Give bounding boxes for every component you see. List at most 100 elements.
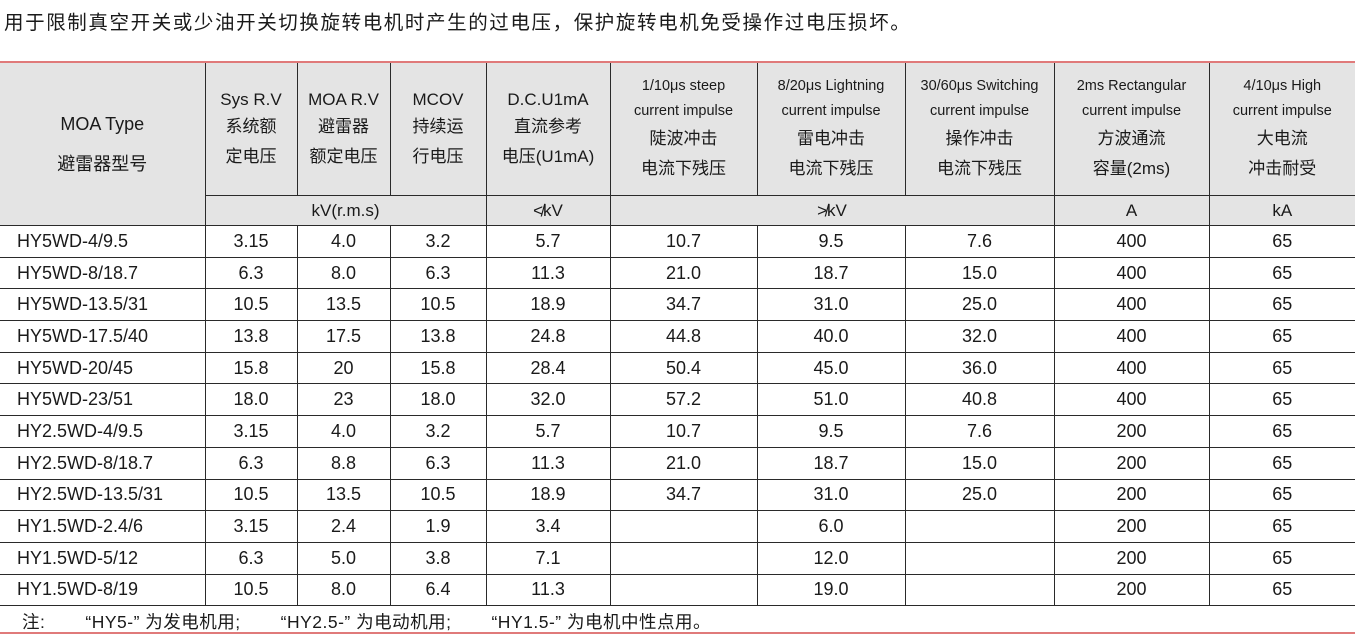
bottom-accent-line (0, 632, 1355, 634)
header-sys-rv: Sys R.V 系统额 定电压 (204, 63, 298, 196)
table-cell: 1.9 (389, 510, 487, 543)
table-cell (609, 510, 758, 543)
table-cell: 200 (1053, 573, 1210, 607)
cell-model: HY5WD-8/18.7 (0, 256, 206, 290)
table-cell: 200 (1053, 446, 1210, 480)
table-cell: 21.0 (609, 446, 758, 480)
table-cell: 13.5 (296, 288, 391, 322)
table-cell: 10.7 (609, 415, 758, 448)
table-cell: 18.7 (756, 256, 906, 290)
table-cell: 200 (1053, 541, 1210, 575)
top-accent-line (0, 61, 1355, 63)
table-row: HY1.5WD-5/12 6.3 5.0 3.8 7.1 12.0 200 65 (0, 541, 1355, 575)
table-cell: 6.3 (389, 446, 487, 480)
table-cell: 40.0 (756, 320, 906, 353)
table-row: HY5WD-8/18.7 6.3 8.0 6.3 11.3 21.0 18.7 15.0 400… (0, 256, 1355, 290)
unit-le-kv: ≯kV (609, 195, 1055, 226)
table-cell: 34.7 (609, 288, 758, 322)
header-moa-rv: MOA R.V 避雷器 额定电压 (296, 63, 391, 196)
unit-ge-kv: ≮kV (485, 195, 611, 226)
table-cell: 32.0 (485, 383, 611, 417)
table-cell: 25.0 (904, 288, 1055, 322)
note-label: 注: (22, 612, 46, 633)
header-switching-impulse: 30/60μs Switching current impulse 操作冲击 电… (904, 63, 1055, 196)
table-cell: 200 (1053, 415, 1210, 448)
cell-model: HY2.5WD-13.5/31 (0, 478, 206, 512)
table-cell: 65 (1208, 541, 1355, 575)
table-cell: 7.6 (904, 225, 1055, 258)
table-cell: 21.0 (609, 256, 758, 290)
table-cell: 10.5 (204, 573, 298, 607)
table-cell: 3.2 (389, 415, 487, 448)
table-cell: 15.0 (904, 256, 1055, 290)
table-row: HY2.5WD-13.5/31 10.5 13.5 10.5 18.9 34.7 31.0 2… (0, 478, 1355, 512)
table-cell: 3.4 (485, 510, 611, 543)
table-cell: 11.3 (485, 446, 611, 480)
table-cell: 5.7 (485, 415, 611, 448)
unit-ka: kA (1208, 195, 1355, 226)
cell-model: HY5WD-20/45 (0, 351, 206, 385)
table-cell: 51.0 (756, 383, 906, 417)
table-row: HY1.5WD-2.4/6 3.15 2.4 1.9 3.4 6.0 200 65 (0, 510, 1355, 543)
table-cell: 8.8 (296, 446, 391, 480)
table-cell: 17.5 (296, 320, 391, 353)
table-cell (904, 573, 1055, 607)
table-row: HY1.5WD-8/19 10.5 8.0 6.4 11.3 19.0 200 65 (0, 573, 1355, 607)
note-row: 注: “HY5-” 为发电机用; “HY2.5-” 为电动机用; “HY1.5-” 为… (0, 605, 1355, 637)
table-row: HY5WD-17.5/40 13.8 17.5 13.8 24.8 44.8 40.0 32.… (0, 320, 1355, 353)
table-cell: 5.0 (296, 541, 391, 575)
table-cell: 18.9 (485, 288, 611, 322)
table-cell: 400 (1053, 256, 1210, 290)
table-cell: 31.0 (756, 288, 906, 322)
table-cell: 18.0 (204, 383, 298, 417)
table-cell: 3.15 (204, 415, 298, 448)
table-cell: 65 (1208, 256, 1355, 290)
cell-model: HY2.5WD-8/18.7 (0, 446, 206, 480)
table-cell (904, 541, 1055, 575)
table-cell: 45.0 (756, 351, 906, 385)
table-cell: 20 (296, 351, 391, 385)
header-lightning-impulse: 8/20μs Lightning current impulse 雷电冲击 电流… (756, 63, 906, 196)
table-cell: 65 (1208, 478, 1355, 512)
note-n3: “HY1.5-” 为电机中性点用。 (491, 612, 711, 633)
header-steep-impulse: 1/10μs steep current impulse 陡波冲击 电流下残压 (609, 63, 758, 196)
table-row: HY5WD-13.5/31 10.5 13.5 10.5 18.9 34.7 31.0 25.… (0, 288, 1355, 322)
table-cell: 3.15 (204, 225, 298, 258)
table-cell: 44.8 (609, 320, 758, 353)
table-cell: 10.7 (609, 225, 758, 258)
table-cell (904, 510, 1055, 543)
table-cell: 400 (1053, 288, 1210, 322)
cell-model: HY5WD-23/51 (0, 383, 206, 417)
table-cell: 65 (1208, 351, 1355, 385)
table-cell: 65 (1208, 510, 1355, 543)
table-cell: 3.8 (389, 541, 487, 575)
table-cell: 6.3 (204, 256, 298, 290)
table-cell: 57.2 (609, 383, 758, 417)
table-cell: 400 (1053, 383, 1210, 417)
table-cell: 10.5 (204, 478, 298, 512)
table-row: HY2.5WD-8/18.7 6.3 8.8 6.3 11.3 21.0 18.7 15.0 2… (0, 446, 1355, 480)
table-cell: 400 (1053, 320, 1210, 353)
cell-model: HY5WD-17.5/40 (0, 320, 206, 353)
table-cell: 12.0 (756, 541, 906, 575)
table-cell: 4.0 (296, 415, 391, 448)
table-cell: 11.3 (485, 573, 611, 607)
table-cell: 65 (1208, 415, 1355, 448)
table-cell: 19.0 (756, 573, 906, 607)
unit-a: A (1053, 195, 1210, 226)
table-cell: 65 (1208, 288, 1355, 322)
table-cell: 65 (1208, 573, 1355, 607)
cell-model: HY1.5WD-8/19 (0, 573, 206, 607)
table-row: HY5WD-4/9.5 3.15 4.0 3.2 5.7 10.7 9.5 7.6 400 65 (0, 225, 1355, 258)
table-cell: 6.3 (204, 446, 298, 480)
note-n1: “HY5-” 为发电机用; (85, 612, 241, 633)
table-cell: 6.3 (389, 256, 487, 290)
table-cell: 10.5 (389, 288, 487, 322)
table-cell: 7.1 (485, 541, 611, 575)
table-cell: 23 (296, 383, 391, 417)
intro-text: 用于限制真空开关或少油开关切换旋转电机时产生的过电压，保护旋转电机免受操作过电压… (4, 12, 912, 34)
cell-model: HY1.5WD-2.4/6 (0, 510, 206, 543)
table-cell: 18.0 (389, 383, 487, 417)
header-moa-type: MOA Type 避雷器型号 (0, 63, 206, 226)
table-cell: 40.8 (904, 383, 1055, 417)
